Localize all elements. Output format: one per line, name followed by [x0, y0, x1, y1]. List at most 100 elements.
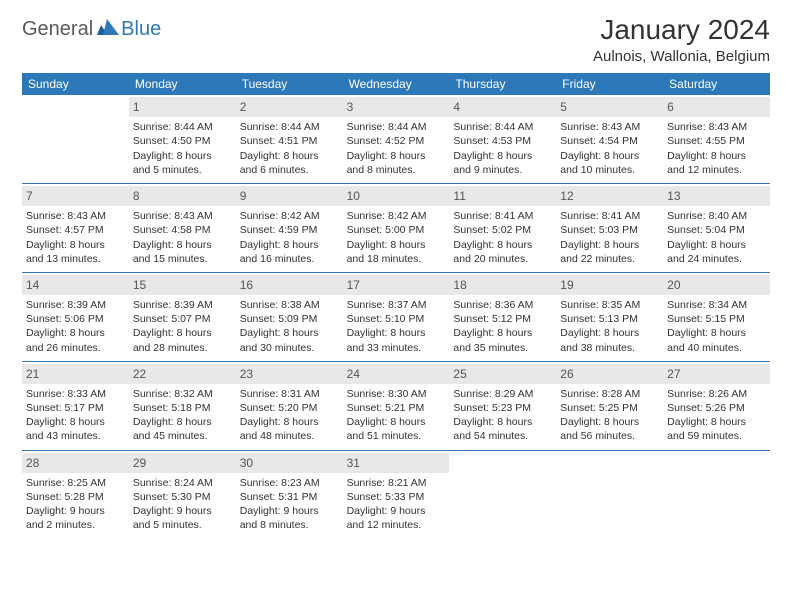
day-info-line: and 2 minutes. [26, 518, 125, 532]
day-info-line: and 10 minutes. [560, 163, 659, 177]
day-number: 27 [663, 364, 770, 384]
day-number: 13 [663, 186, 770, 206]
calendar-cell: 27Sunrise: 8:26 AMSunset: 5:26 PMDayligh… [663, 361, 770, 450]
day-info-line: Daylight: 8 hours [453, 149, 552, 163]
day-info-line: Sunset: 4:53 PM [453, 134, 552, 148]
day-number: 7 [22, 186, 129, 206]
day-info-line: Daylight: 8 hours [453, 415, 552, 429]
day-info-line: Sunset: 5:00 PM [347, 223, 446, 237]
day-number: 22 [129, 364, 236, 384]
day-info-line: and 8 minutes. [240, 518, 339, 532]
title-block: January 2024 Aulnois, Wallonia, Belgium [593, 14, 770, 65]
day-info-line: and 20 minutes. [453, 252, 552, 266]
day-info-line: Daylight: 8 hours [26, 326, 125, 340]
day-info-line: Daylight: 8 hours [667, 238, 766, 252]
day-info-line: and 8 minutes. [347, 163, 446, 177]
day-number: 1 [129, 97, 236, 117]
day-info-line: and 16 minutes. [240, 252, 339, 266]
day-info-line: Sunset: 5:26 PM [667, 401, 766, 415]
day-info-line: Daylight: 8 hours [560, 149, 659, 163]
day-info-line: and 9 minutes. [453, 163, 552, 177]
calendar-cell: 5Sunrise: 8:43 AMSunset: 4:54 PMDaylight… [556, 95, 663, 183]
day-info-line: Sunrise: 8:25 AM [26, 476, 125, 490]
day-info-line: Sunset: 5:23 PM [453, 401, 552, 415]
calendar-cell: 4Sunrise: 8:44 AMSunset: 4:53 PMDaylight… [449, 95, 556, 183]
day-info-line: Sunset: 5:20 PM [240, 401, 339, 415]
day-info-line: Sunrise: 8:38 AM [240, 298, 339, 312]
day-info-line: and 30 minutes. [240, 341, 339, 355]
calendar-cell: 8Sunrise: 8:43 AMSunset: 4:58 PMDaylight… [129, 183, 236, 272]
calendar-cell: 2Sunrise: 8:44 AMSunset: 4:51 PMDaylight… [236, 95, 343, 183]
day-number: 14 [22, 275, 129, 295]
day-info-line: and 6 minutes. [240, 163, 339, 177]
day-number: 21 [22, 364, 129, 384]
calendar-cell: 13Sunrise: 8:40 AMSunset: 5:04 PMDayligh… [663, 183, 770, 272]
day-info-line: Sunset: 5:18 PM [133, 401, 232, 415]
day-info-line: Sunset: 5:15 PM [667, 312, 766, 326]
day-number: 16 [236, 275, 343, 295]
day-number: 25 [449, 364, 556, 384]
day-info-line: and 28 minutes. [133, 341, 232, 355]
calendar-cell [22, 95, 129, 183]
day-number: 23 [236, 364, 343, 384]
day-info-line: Sunset: 4:59 PM [240, 223, 339, 237]
day-info-line: Sunrise: 8:41 AM [453, 209, 552, 223]
day-info-line: Sunset: 5:12 PM [453, 312, 552, 326]
day-number: 18 [449, 275, 556, 295]
day-info-line: Daylight: 8 hours [240, 415, 339, 429]
day-info-line: Daylight: 8 hours [453, 238, 552, 252]
day-info-line: Sunrise: 8:32 AM [133, 387, 232, 401]
calendar-cell: 30Sunrise: 8:23 AMSunset: 5:31 PMDayligh… [236, 450, 343, 539]
day-number: 17 [343, 275, 450, 295]
calendar-cell [663, 450, 770, 539]
day-number: 28 [22, 453, 129, 473]
day-number: 15 [129, 275, 236, 295]
day-info-line: Daylight: 8 hours [240, 149, 339, 163]
day-info-line: Sunrise: 8:37 AM [347, 298, 446, 312]
day-number: 10 [343, 186, 450, 206]
day-info-line: and 45 minutes. [133, 429, 232, 443]
day-info-line: Sunrise: 8:43 AM [26, 209, 125, 223]
weekday-header: Saturday [663, 73, 770, 95]
day-info-line: Sunset: 4:57 PM [26, 223, 125, 237]
location: Aulnois, Wallonia, Belgium [593, 48, 770, 65]
day-info-line: Sunset: 5:28 PM [26, 490, 125, 504]
day-number: 24 [343, 364, 450, 384]
month-title: January 2024 [593, 14, 770, 46]
day-info-line: Sunrise: 8:34 AM [667, 298, 766, 312]
calendar-cell: 28Sunrise: 8:25 AMSunset: 5:28 PMDayligh… [22, 450, 129, 539]
calendar-cell: 17Sunrise: 8:37 AMSunset: 5:10 PMDayligh… [343, 272, 450, 361]
day-info-line: Sunrise: 8:41 AM [560, 209, 659, 223]
day-info-line: Sunrise: 8:29 AM [453, 387, 552, 401]
calendar-cell: 24Sunrise: 8:30 AMSunset: 5:21 PMDayligh… [343, 361, 450, 450]
day-info-line: Daylight: 9 hours [240, 504, 339, 518]
day-info-line: Sunrise: 8:26 AM [667, 387, 766, 401]
day-info-line: Sunrise: 8:21 AM [347, 476, 446, 490]
day-info-line: Sunset: 5:06 PM [26, 312, 125, 326]
day-number: 26 [556, 364, 663, 384]
day-info-line: Daylight: 8 hours [560, 415, 659, 429]
day-number: 20 [663, 275, 770, 295]
day-info-line: Sunset: 5:04 PM [667, 223, 766, 237]
day-info-line: and 18 minutes. [347, 252, 446, 266]
day-info-line: and 26 minutes. [26, 341, 125, 355]
day-info-line: Sunrise: 8:42 AM [240, 209, 339, 223]
day-info-line: Sunrise: 8:39 AM [133, 298, 232, 312]
day-info-line: and 12 minutes. [667, 163, 766, 177]
day-info-line: Sunset: 5:07 PM [133, 312, 232, 326]
day-info-line: Daylight: 8 hours [347, 326, 446, 340]
day-info-line: Sunrise: 8:44 AM [133, 120, 232, 134]
day-info-line: Daylight: 8 hours [240, 238, 339, 252]
day-info-line: and 43 minutes. [26, 429, 125, 443]
calendar-cell [556, 450, 663, 539]
day-number: 4 [449, 97, 556, 117]
day-info-line: Sunset: 5:33 PM [347, 490, 446, 504]
day-info-line: Daylight: 9 hours [347, 504, 446, 518]
day-info-line: Sunset: 5:17 PM [26, 401, 125, 415]
weekday-header: Wednesday [343, 73, 450, 95]
day-number: 6 [663, 97, 770, 117]
day-info-line: Sunset: 4:52 PM [347, 134, 446, 148]
calendar-cell: 19Sunrise: 8:35 AMSunset: 5:13 PMDayligh… [556, 272, 663, 361]
day-info-line: and 13 minutes. [26, 252, 125, 266]
header: General Blue January 2024 Aulnois, Wallo… [22, 14, 770, 65]
